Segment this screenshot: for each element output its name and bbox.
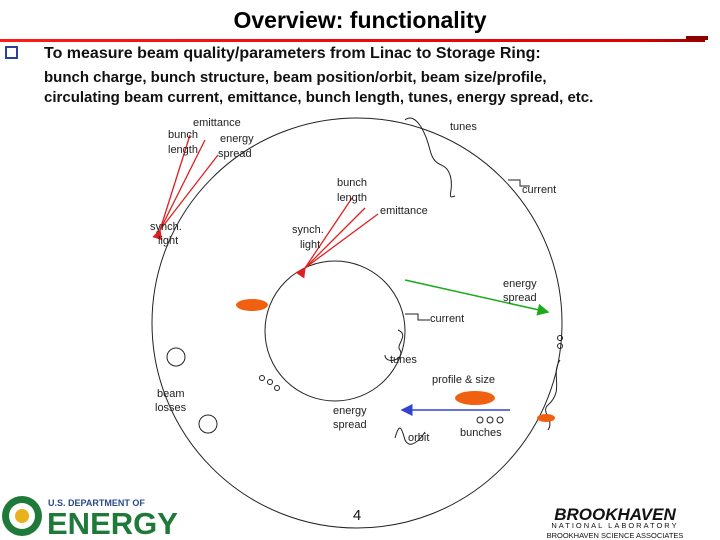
label: bunches	[460, 427, 502, 439]
bnl-sub: NATIONAL LABORATORY	[551, 521, 678, 530]
label: light	[158, 235, 178, 247]
label: length	[337, 192, 367, 204]
bunch	[274, 385, 280, 391]
orbit-trace	[394, 427, 426, 445]
label: emittance	[193, 117, 241, 129]
beam-profile	[236, 299, 268, 311]
ray	[295, 197, 353, 279]
label: light	[300, 239, 320, 251]
page-number: 4	[353, 507, 361, 524]
label: synch.	[150, 221, 182, 233]
ray	[159, 154, 219, 231]
beam-profile	[455, 391, 495, 405]
bullet-icon	[5, 46, 18, 59]
label: emittance	[380, 205, 428, 217]
tunes-wave	[404, 117, 456, 198]
current-step	[405, 313, 430, 321]
label: tunes	[450, 121, 477, 133]
extraction-arrow	[404, 279, 550, 316]
title: Overview: functionality	[233, 7, 486, 33]
doe-top: U.S. DEPARTMENT OF	[48, 498, 145, 508]
bullet-detail: circulating beam current, emittance, bun…	[44, 89, 593, 106]
bnl-assoc: BROOKHAVEN SCIENCE ASSOCIATES	[547, 531, 684, 540]
orbit-wave	[545, 359, 561, 431]
booster-ring	[264, 260, 406, 402]
label: orbit	[408, 432, 429, 444]
bunch	[476, 416, 484, 424]
bunch	[267, 379, 273, 385]
labels: emittance bunch length energy spread syn…	[150, 117, 556, 444]
label: spread	[503, 292, 537, 304]
label: length	[168, 144, 198, 156]
label: synch.	[292, 224, 324, 236]
bullet-text: To measure beam quality/parameters from …	[44, 45, 541, 62]
ray	[152, 134, 191, 241]
current-step	[508, 179, 530, 187]
title-rule	[0, 39, 705, 42]
beam-profile	[537, 414, 555, 422]
ray	[304, 207, 366, 269]
label: spread	[218, 148, 252, 160]
label: profile & size	[432, 374, 495, 386]
label: tunes	[390, 354, 417, 366]
rule-end	[686, 36, 708, 40]
bnl-main: BROOKHAVEN	[554, 505, 676, 524]
label: beam	[157, 388, 185, 400]
synch-light-rays	[152, 134, 379, 279]
label: spread	[333, 419, 367, 431]
label: bunch	[168, 129, 198, 141]
ray	[304, 213, 379, 269]
loss-monitor	[166, 347, 186, 367]
tunes-wave	[384, 329, 404, 361]
bunch	[496, 416, 504, 424]
label: energy	[503, 278, 537, 290]
label: current	[430, 313, 464, 325]
label: current	[522, 184, 556, 196]
label: bunch	[337, 177, 367, 189]
label: losses	[155, 402, 187, 414]
diagram	[151, 117, 563, 529]
bunch	[259, 375, 265, 381]
bunch	[557, 335, 563, 341]
doe-seal-core	[15, 509, 29, 523]
storage-ring	[151, 117, 563, 529]
bunch	[557, 343, 563, 349]
label: energy	[220, 133, 254, 145]
bunch	[486, 416, 494, 424]
ray	[159, 139, 206, 231]
bullet-detail: bunch charge, bunch structure, beam posi…	[44, 69, 547, 86]
label: energy	[333, 405, 367, 417]
doe-main: ENERGY	[47, 506, 178, 540]
loss-monitor	[198, 414, 218, 434]
doe-logo: U.S. DEPARTMENT OF ENERGY	[2, 496, 178, 540]
